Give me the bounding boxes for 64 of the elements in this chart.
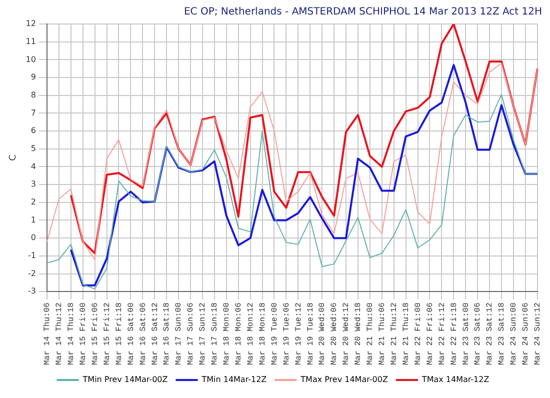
x-tick-label: Mar 17 Sun:18 [210, 302, 220, 366]
x-tick-label: Mar 22 Fri:00 [414, 302, 423, 366]
x-tick-label: Mar 19 Tue:00 [270, 302, 280, 366]
x-tick-label: Mar 16 Sat:18 [162, 302, 172, 366]
x-tick-label: Mar 22 Fri:18 [450, 302, 459, 366]
x-tick-label: Mar 14 Thu:18 [67, 302, 76, 366]
x-tick-label: Mar 15 Fri:06 [90, 302, 100, 366]
y-tick-label: 12 [26, 19, 36, 28]
x-tick-label: Mar 21 Thu:18 [402, 302, 411, 366]
x-tick-label: Mar 18 Mon:00 [222, 302, 232, 366]
x-tick-label: Mar 22 Fri:06 [426, 302, 435, 366]
x-tick-label: Mar 16 Sat:06 [138, 302, 148, 366]
x-tick-label: Mar 15 Fri:18 [114, 302, 124, 366]
x-tick-label: Mar 21 Thu:06 [378, 302, 388, 366]
y-tick-label: 6 [30, 126, 36, 136]
x-tick-label: Mar 21 Thu:12 [390, 302, 399, 366]
x-tick-label: Mar 17 Sun:00 [174, 302, 184, 366]
x-tick-label: Mar 16 Sat:12 [150, 302, 160, 366]
x-tick-label: Mar 20 Wed:18 [354, 302, 364, 366]
y-tick-label: 10 [26, 54, 36, 64]
x-tick-label: Mar 24 Sun:00 [510, 302, 519, 366]
x-tick-label: Mar 23 Sat:12 [486, 302, 495, 366]
x-tick-label: Mar 18 Mon:18 [258, 302, 268, 366]
x-tick-label: Mar 19 Tue:12 [294, 302, 304, 366]
y-tick-label: 3 [30, 180, 36, 189]
x-tick-label: Mar 18 Mon:06 [234, 302, 244, 366]
legend-label: TMin Prev 14Mar-00Z [82, 375, 168, 384]
y-axis-title: C [8, 154, 19, 161]
y-tick-label: 1 [30, 215, 36, 224]
x-tick-label: Mar 17 Sun:06 [186, 302, 196, 366]
y-tick-label: 5 [30, 144, 36, 153]
chart-title: EC OP; Netherlands - AMSTERDAM SCHIPHOL 14 Mar 2013 12Z Act 12H [184, 6, 542, 18]
y-tick-label: 0 [30, 233, 36, 242]
x-tick-label: Mar 21 Thu:00 [366, 302, 376, 366]
legend-label: TMax 14Mar-12Z [420, 375, 490, 384]
x-tick-label: Mar 19 Tue:18 [306, 302, 316, 366]
x-tick-label: Mar 22 Fri:12 [438, 302, 447, 366]
x-tick-label: Mar 23 Sat:00 [462, 302, 471, 366]
x-tick-label: Mar 20 Wed:06 [330, 302, 340, 366]
y-tick-label: 7 [30, 108, 36, 118]
x-tick-label: Mar 23 Sat:06 [474, 302, 483, 366]
y-tick-label: 2 [30, 197, 36, 206]
x-tick-label: Mar 14 Thu:12 [55, 302, 64, 366]
x-tick-label: Mar 19 Tue:06 [282, 302, 292, 366]
legend-label: TMax Prev 14Mar-00Z [300, 375, 388, 384]
y-tick-label: -1 [28, 250, 36, 260]
x-tick-label: Mar 15 Fri:12 [102, 302, 112, 366]
x-tick-label: Mar 20 Wed:00 [318, 302, 328, 366]
y-tick-label: 9 [30, 72, 36, 82]
y-tick-label: -3 [28, 286, 36, 296]
x-tick-label: Mar 23 Sat:18 [498, 302, 507, 366]
y-tick-label: 8 [30, 90, 36, 100]
x-tick-label: Mar 18 Mon:12 [246, 302, 256, 366]
x-tick-label: Mar 24 Sun:06 [522, 302, 531, 366]
x-tick-label: Mar 15 Fri:00 [78, 302, 88, 366]
x-tick-label: Mar 14 Thu:06 [43, 302, 52, 366]
x-tick-label: Mar 20 Wed:12 [342, 302, 352, 366]
y-tick-label: 4 [30, 162, 36, 171]
x-tick-label: Mar 17 Sun:12 [198, 302, 208, 366]
legend-label: TMin 14Mar-12Z [200, 375, 268, 384]
x-tick-label: Mar 16 Sat:00 [126, 302, 136, 366]
x-tick-label: Mar 24 Sun:12 [534, 302, 543, 366]
y-tick-label: 11 [26, 36, 36, 46]
y-tick-label: -2 [28, 268, 36, 278]
